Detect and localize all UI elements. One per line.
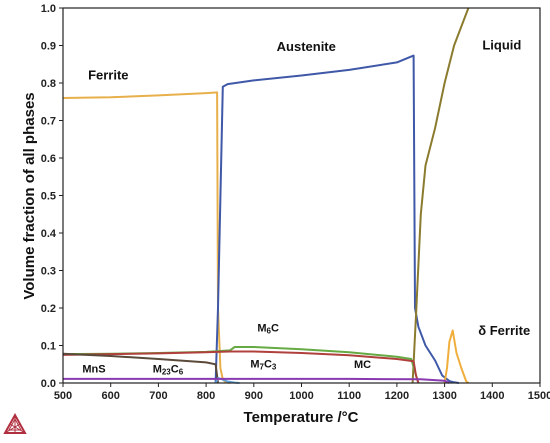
- series-line-m23c6: [62, 352, 219, 384]
- x-tick-label: 500: [54, 390, 72, 402]
- y-tick-label: 0.4: [41, 228, 57, 240]
- label-m6c: M6C: [257, 323, 279, 336]
- y-tick-label: 0.8: [41, 78, 56, 90]
- x-tick-label: 1300: [432, 390, 456, 402]
- y-tick-label: 0.1: [41, 341, 56, 353]
- x-axis-title: Temperature /°C: [244, 409, 359, 426]
- y-tick-label: 0.7: [41, 116, 56, 128]
- y-tick-label: 0.9: [41, 41, 56, 53]
- x-tick-label: 600: [102, 390, 120, 402]
- y-tick-label: 0.3: [41, 266, 56, 278]
- y-tick-label: 0.6: [41, 153, 56, 165]
- series-line-mc: [62, 350, 420, 384]
- label-m7c3: M7C3: [250, 358, 277, 371]
- x-tick-label: 1400: [480, 390, 504, 402]
- plot-frame: [62, 7, 541, 384]
- label-ferrite: δ Ferrite: [478, 323, 530, 338]
- tick-layer: 500 600 700 800 900 1000 1100 1200 1300 1400 1500 0…: [41, 3, 550, 402]
- label-mns: MnS: [82, 364, 105, 376]
- x-tick-label: 1000: [289, 390, 313, 402]
- y-axis-title: Volume fraction of all phases: [21, 92, 38, 299]
- series-line-austenite: [214, 54, 460, 384]
- x-tick-label: 1100: [337, 390, 361, 402]
- label-liquid: Liquid: [482, 37, 521, 52]
- label-m23c6: M23C6: [153, 364, 184, 377]
- series-line-mns: [63, 377, 450, 384]
- software-logo: [3, 412, 27, 434]
- label-ferrite: Ferrite: [88, 67, 128, 82]
- x-tick-label: 1500: [528, 390, 550, 402]
- x-tick-label: 700: [149, 390, 167, 402]
- y-tick-label: 0.0: [41, 378, 56, 390]
- label-mc: MC: [354, 359, 371, 371]
- x-tick-label: 800: [197, 390, 215, 402]
- y-tick-label: 1.0: [41, 3, 56, 15]
- series-line-ferrite: [62, 91, 231, 384]
- annotation-layer: Austenite Ferrite Liquid δ Ferrite M6C M7C3 MC…: [82, 37, 530, 376]
- y-tick-label: 0.5: [41, 191, 56, 203]
- x-tick-label: 900: [245, 390, 263, 402]
- series-line-ferrite: [443, 329, 470, 384]
- series-line-liquid: [411, 7, 470, 384]
- y-tick-label: 0.2: [41, 303, 56, 315]
- x-tick-label: 1200: [385, 390, 409, 402]
- label-austenite: Austenite: [277, 39, 336, 54]
